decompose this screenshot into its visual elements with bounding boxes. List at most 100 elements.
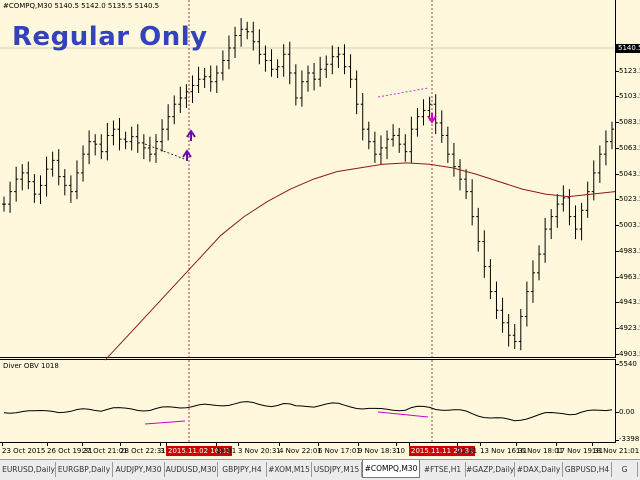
time-tick xyxy=(238,443,239,446)
scale-tick xyxy=(616,225,619,226)
scale-tick xyxy=(616,199,619,200)
chart-tab[interactable]: GBPUSD,H4 xyxy=(563,462,612,477)
time-tick xyxy=(120,443,121,446)
time-tick xyxy=(166,443,167,446)
chart-tab[interactable]: AUDUSD,M30 xyxy=(165,462,218,477)
time-tick xyxy=(358,443,359,446)
price-scale-label: 4963.5 xyxy=(619,273,640,281)
scale-tick xyxy=(616,96,619,97)
time-axis-label: 28 Oct 22:31 xyxy=(120,447,166,455)
time-tick xyxy=(216,443,217,446)
indicator-pane[interactable] xyxy=(0,359,615,443)
time-tick xyxy=(160,443,161,446)
time-tick xyxy=(556,443,557,446)
divergence-line xyxy=(144,143,188,161)
scale-tick xyxy=(616,328,619,329)
obv-divergence-line xyxy=(377,411,429,418)
time-axis-label: 26 Oct 19:31 xyxy=(47,447,93,455)
price-scale-label: 5103.5 xyxy=(619,92,640,100)
time-axis-label: 18 Nov 21:01 xyxy=(592,447,640,455)
time-axis-label: 4 Nov 22:01 xyxy=(279,447,322,455)
price-scale-label: 4923.5 xyxy=(619,324,640,332)
price-scale-label: 4903.5 xyxy=(619,350,640,358)
buy-arrow-icon xyxy=(182,149,192,161)
price-scale-label: 5023.5 xyxy=(619,195,640,203)
price-scale-label: 5003.5 xyxy=(619,221,640,229)
time-axis-label: 6 Nov 17:01 xyxy=(318,447,361,455)
obv-divergence-line xyxy=(144,420,186,425)
time-axis-label: 16 Nov 18:01 xyxy=(516,447,564,455)
buy-arrow-icon xyxy=(186,129,196,141)
time-tick xyxy=(279,443,280,446)
chart-tab[interactable]: #XOM,M15 xyxy=(267,462,312,477)
time-axis-label: 3 Nov 20:31 xyxy=(238,447,281,455)
overlay-title: Regular Only xyxy=(12,22,208,52)
scale-tick xyxy=(616,71,619,72)
price-scale-label: 4983.5 xyxy=(619,247,640,255)
time-tick xyxy=(2,443,3,446)
chart-tab[interactable]: G xyxy=(612,462,638,477)
current-price-box: 5140.5 xyxy=(616,44,640,53)
chart-tab[interactable]: AUDJPY,M30 xyxy=(113,462,165,477)
scale-tick xyxy=(616,354,619,355)
time-axis-label: 3 xyxy=(160,447,165,455)
price-scale-label: 5043.5 xyxy=(619,170,640,178)
time-axis-label: 23 Oct 2015 xyxy=(2,447,46,455)
time-tick xyxy=(409,443,410,446)
chart-tab[interactable]: EURGBP,Daily xyxy=(56,462,113,477)
indicator-scale-label-bottom: -3398 xyxy=(619,435,640,443)
price-scale-label: 5063.5 xyxy=(619,144,640,152)
scale-tick xyxy=(616,364,619,365)
scale-tick xyxy=(616,440,619,441)
time-tick xyxy=(47,443,48,446)
chart-tab[interactable]: #DAX,Daily xyxy=(515,462,563,477)
scale-tick xyxy=(616,174,619,175)
chart-tabs: EURUSD,Daily EURGBP,Daily AUDJPY,M30 AUDUSD… xyxy=(0,460,640,480)
time-tick xyxy=(480,443,481,446)
scale-tick xyxy=(616,302,619,303)
scale-tick xyxy=(616,412,619,413)
chart-tab[interactable]: #FTSE,H1 xyxy=(420,462,466,477)
scale-tick xyxy=(616,148,619,149)
time-axis-label: 2015.11.02 16:31 xyxy=(166,446,233,456)
time-axis-label: 19:01 xyxy=(216,447,237,455)
price-scale-label: 5083.5 xyxy=(619,118,640,126)
time-axis-label: 21:31 xyxy=(457,447,478,455)
price-scale-label: 5123.5 xyxy=(619,67,640,75)
time-tick xyxy=(516,443,517,446)
indicator-scale-label-zero: 0.00 xyxy=(619,408,635,416)
time-tick xyxy=(592,443,593,446)
indicator-scale-label-top: 5540 xyxy=(619,360,637,368)
scale-tick xyxy=(616,251,619,252)
symbol-info: #COMPQ,M30 5140.5 5142.0 5135.5 5140.5 xyxy=(3,2,160,10)
divergence-line xyxy=(377,87,429,98)
chart-canvas xyxy=(0,0,615,443)
time-axis-label: 17 Nov 19:31 xyxy=(556,447,604,455)
time-axis-label: 10 xyxy=(396,447,405,455)
chart-tab[interactable]: GBPJPY,H4 xyxy=(218,462,267,477)
scale-tick xyxy=(616,122,619,123)
price-scale[interactable]: 5140.5 5123.5 5103.5 5083.5 5063.5 5043.5 502… xyxy=(615,0,640,358)
indicator-scale[interactable]: 5540 0.00 -3398 xyxy=(615,359,640,443)
price-scale-label: 4943.5 xyxy=(619,298,640,306)
chart-tab[interactable]: USDJPY,M15 xyxy=(312,462,362,477)
time-tick xyxy=(318,443,319,446)
time-axis-label: 2015.11.11 20:31 xyxy=(409,446,476,456)
indicator-title: Diver OBV 1018 xyxy=(3,362,59,370)
time-axis-label: 9 Nov 18:31 xyxy=(358,447,401,455)
sell-arrow-icon xyxy=(427,113,437,124)
time-axis-label: 27 Oct 21:01 xyxy=(82,447,128,455)
scale-tick xyxy=(616,277,619,278)
chart-tab[interactable]: #GAZP,Daily xyxy=(466,462,515,477)
obv-line xyxy=(3,401,613,422)
moving-average-line xyxy=(104,162,615,361)
chart-tab[interactable]: #COMPQ,M30 xyxy=(362,460,420,478)
time-axis[interactable]: 23 Oct 2015 26 Oct 19:31 27 Oct 21:01 28 Oc… xyxy=(0,443,640,460)
time-axis-label: 13 Nov 16:31 xyxy=(480,447,528,455)
price-chart-pane[interactable] xyxy=(0,0,615,358)
chart-tab[interactable]: EURUSD,Daily xyxy=(2,462,56,477)
time-tick xyxy=(457,443,458,446)
time-tick xyxy=(82,443,83,446)
time-tick xyxy=(396,443,397,446)
